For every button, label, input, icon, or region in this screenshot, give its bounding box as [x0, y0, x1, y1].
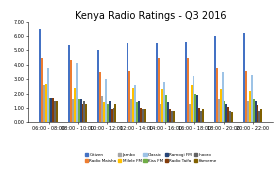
Bar [111, 109, 113, 122]
Bar [97, 50, 99, 122]
Bar [243, 33, 245, 122]
Bar [185, 42, 187, 122]
Bar [258, 111, 260, 122]
Bar [253, 99, 255, 122]
Bar [249, 91, 251, 122]
Bar [245, 71, 247, 122]
Bar [140, 108, 142, 122]
Bar [220, 89, 222, 122]
Bar [50, 98, 52, 122]
Bar [222, 72, 223, 122]
Bar [171, 111, 173, 122]
Bar [202, 109, 204, 122]
Bar [260, 109, 262, 122]
Bar [113, 108, 114, 122]
Bar [214, 36, 216, 122]
Bar [167, 102, 169, 122]
Bar [45, 84, 47, 122]
Bar [162, 89, 163, 122]
Bar [47, 68, 49, 122]
Bar [132, 88, 134, 122]
Bar [127, 43, 129, 122]
Bar [56, 101, 58, 122]
Bar [247, 101, 249, 122]
Bar [49, 98, 50, 122]
Bar [156, 43, 158, 122]
Bar [251, 75, 253, 122]
Bar [103, 102, 105, 122]
Bar [136, 102, 138, 122]
Bar [134, 85, 136, 122]
Bar [194, 94, 196, 122]
Bar [41, 58, 43, 122]
Bar [255, 101, 257, 122]
Bar [144, 109, 146, 122]
Bar [187, 58, 189, 122]
Bar [189, 104, 191, 122]
Bar [99, 72, 101, 122]
Bar [72, 99, 74, 122]
Bar [196, 95, 198, 122]
Bar [114, 104, 116, 122]
Bar [83, 101, 85, 122]
Bar [163, 82, 165, 122]
Bar [54, 101, 56, 122]
Bar [165, 95, 167, 122]
Bar [142, 109, 144, 122]
Bar [39, 29, 41, 122]
Bar [78, 99, 80, 122]
Bar [101, 96, 103, 122]
Bar [257, 105, 258, 122]
Bar [52, 98, 54, 122]
Bar [169, 109, 171, 122]
Bar [70, 60, 72, 122]
Bar [193, 76, 194, 122]
Bar [76, 63, 78, 122]
Bar [191, 85, 193, 122]
Bar [225, 104, 227, 122]
Bar [68, 45, 70, 122]
Bar [216, 68, 218, 122]
Legend: Citizen, Radio Maisha, Jambo, Milele FM, Classic, Kiss FM, Ramogi FM, Radio Taif: Citizen, Radio Maisha, Jambo, Milele FM,… [85, 153, 217, 163]
Bar [105, 79, 107, 122]
Bar [218, 99, 220, 122]
Bar [74, 88, 76, 122]
Bar [43, 85, 45, 122]
Bar [80, 99, 81, 122]
Bar [107, 104, 109, 122]
Bar [158, 58, 160, 122]
Bar [129, 71, 130, 122]
Bar [130, 99, 132, 122]
Title: Kenya Radio Ratings - Q3 2016: Kenya Radio Ratings - Q3 2016 [75, 11, 227, 21]
Bar [81, 104, 83, 122]
Bar [231, 112, 233, 122]
Bar [138, 101, 140, 122]
Bar [173, 111, 175, 122]
Bar [160, 104, 162, 122]
Bar [200, 111, 202, 122]
Bar [109, 101, 111, 122]
Bar [85, 104, 87, 122]
Bar [229, 111, 231, 122]
Bar [198, 108, 200, 122]
Bar [223, 101, 225, 122]
Bar [227, 107, 229, 122]
